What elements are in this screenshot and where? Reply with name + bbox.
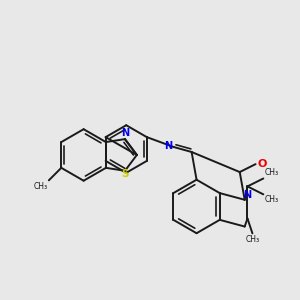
Text: O: O	[258, 159, 267, 169]
Text: N: N	[121, 128, 129, 138]
Text: N: N	[164, 141, 172, 151]
Text: CH₃: CH₃	[34, 182, 48, 191]
Text: S: S	[121, 169, 129, 179]
Text: CH₃: CH₃	[245, 236, 260, 244]
Text: CH₃: CH₃	[264, 169, 278, 178]
Text: CH₃: CH₃	[264, 195, 278, 204]
Text: N: N	[244, 190, 252, 200]
